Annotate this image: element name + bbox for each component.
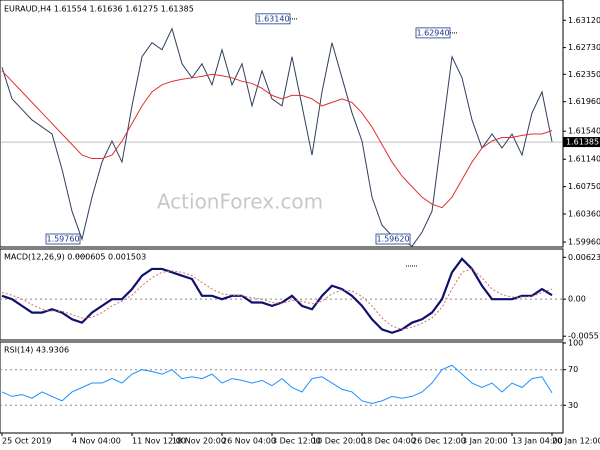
series-line [1, 257, 553, 334]
annotation-box [45, 233, 81, 245]
annotation-label: 1.59760 [46, 235, 79, 244]
x-tick-label: 20 Jan 12:00 [552, 437, 600, 446]
x-tick-label: 18 Nov 20:00 [172, 437, 226, 446]
y-tick-label: -0.005513 [568, 332, 600, 341]
y-tick-label: 0.006231 [568, 253, 600, 262]
x-tick-label: 13 Jan 04:00 [512, 437, 563, 446]
y-tick-label: 1.61960 [568, 97, 600, 106]
x-tick-label: 26 Nov 04:00 [222, 437, 276, 446]
x-tick-label: 4 Nov 04:00 [72, 437, 121, 446]
y-tick-label: 1.63120 [568, 16, 600, 25]
panel-title: EURAUD,H4 1.61554 1.61636 1.61275 1.6138… [4, 5, 194, 14]
y-tick-label: 100 [568, 339, 583, 348]
series-line [1, 364, 553, 405]
annotation-box [415, 27, 451, 39]
annotation-label: 1.59620 [376, 235, 409, 244]
y-tick-label: 30 [568, 401, 578, 410]
last-price-label: 1.61385 [566, 138, 599, 147]
series-line [1, 70, 553, 209]
annotation-label: 1.63140 [256, 14, 289, 23]
macd-panel [0, 248, 564, 341]
x-tick-label: 26 Dec 12:00 [412, 437, 466, 446]
x-tick-label: 10 Dec 20:00 [312, 437, 366, 446]
series-line [1, 27, 553, 247]
y-tick-label: 1.61540 [568, 127, 600, 136]
y-tick-label: 1.59960 [568, 238, 600, 247]
y-tick-label: 1.60360 [568, 210, 600, 219]
series-line [1, 268, 553, 330]
y-tick-label: 0.00 [568, 295, 586, 304]
y-tick-label: 1.60750 [568, 182, 600, 191]
panel-title: RSI(14) 43.9306 [4, 346, 69, 355]
watermark: ActionForex.com [157, 190, 323, 214]
annotation-label: 1.62940 [416, 28, 449, 37]
x-tick-label: 3 Dec 12:00 [272, 437, 321, 446]
annotation-box [255, 13, 291, 25]
annotation-box [375, 233, 411, 245]
x-tick-label: 3 Jan 20:00 [462, 437, 508, 446]
y-tick-label: 1.61140 [568, 155, 600, 164]
panel-title: MACD(12,26,9) 0.000605 0.001503 [4, 253, 146, 262]
y-tick-label: 70 [568, 365, 578, 374]
y-tick-label: 1.62730 [568, 43, 600, 52]
y-tick-label: 1.62350 [568, 70, 600, 79]
rsi-panel [0, 341, 564, 434]
x-tick-label: 11 Nov 12:00 [132, 437, 186, 446]
last-price-box [563, 137, 600, 148]
price-panel [0, 0, 564, 248]
x-tick-label: 25 Oct 2019 [2, 437, 51, 446]
x-tick-label: 18 Dec 04:00 [362, 437, 416, 446]
